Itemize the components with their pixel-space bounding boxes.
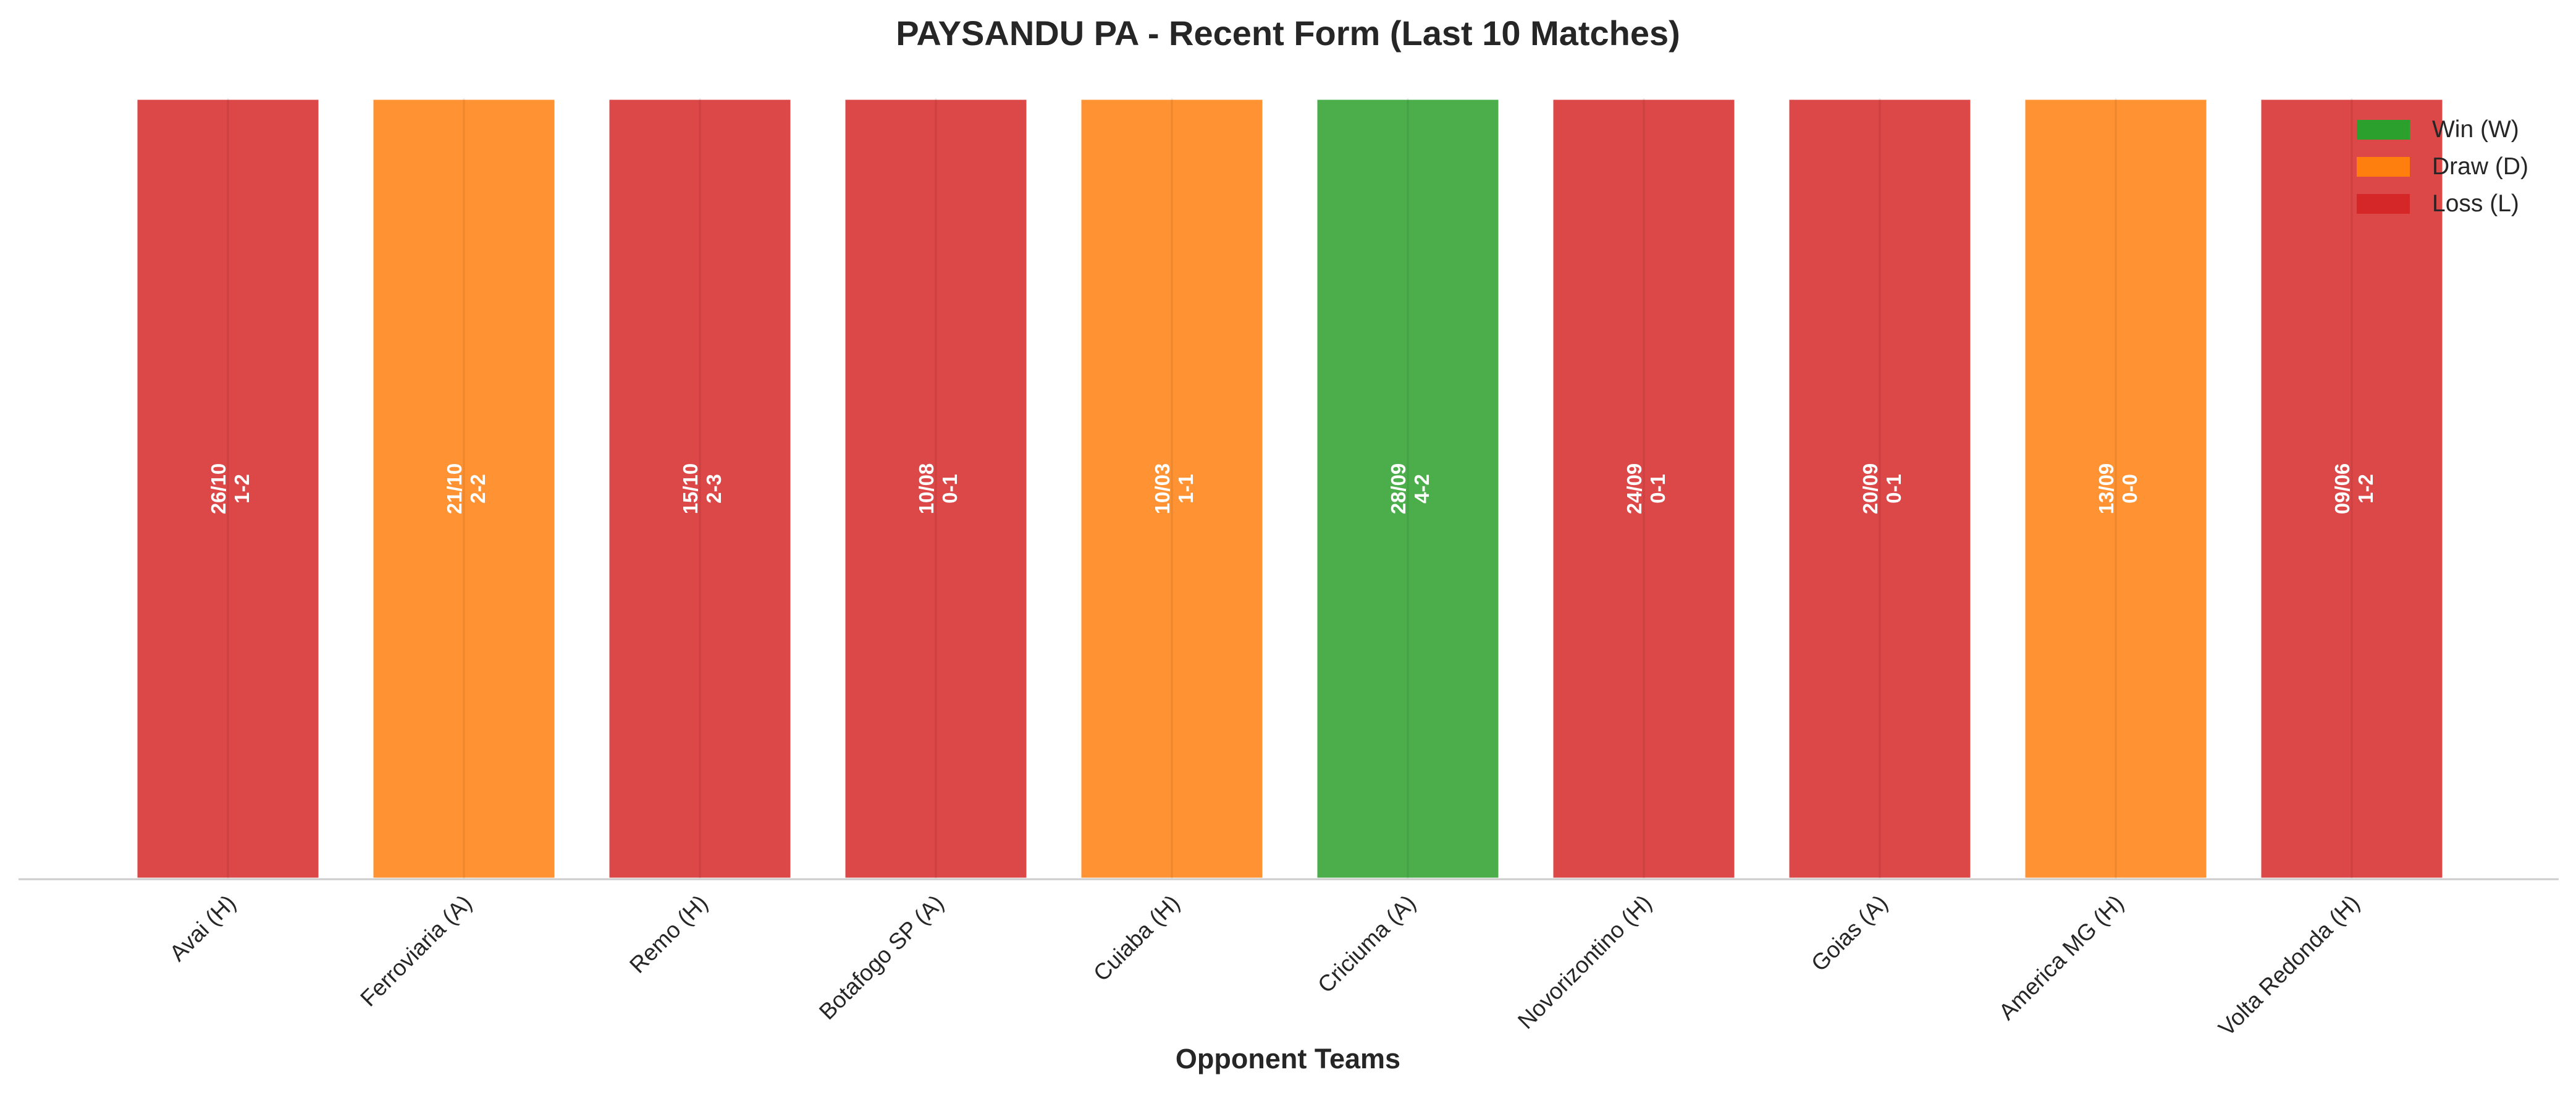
bar-label-6: 28/094-2 — [1387, 463, 1433, 515]
bar-date-6: 28/09 — [1387, 463, 1410, 515]
bar-label-5: 10/031-1 — [1151, 463, 1197, 515]
x-tick-label-9: America MG (H) — [1994, 890, 2129, 1025]
bar-date-5: 10/03 — [1151, 463, 1174, 515]
bar-score-9: 0-0 — [2118, 474, 2141, 504]
bar-date-10: 09/06 — [2331, 463, 2354, 515]
bar-9 — [2022, 96, 2210, 881]
bar-date-1: 26/10 — [207, 463, 230, 515]
bar-score-4: 0-1 — [938, 474, 961, 504]
bar-1 — [134, 96, 322, 881]
bar-score-5: 1-1 — [1174, 474, 1197, 504]
bar-4 — [842, 96, 1030, 881]
bar-label-2: 21/102-2 — [443, 463, 489, 515]
bar-3 — [606, 96, 794, 881]
bar-score-2: 2-2 — [466, 474, 489, 504]
bar-score-1: 1-2 — [230, 474, 253, 504]
x-tick-label-5: Cuiaba (H) — [1088, 890, 1184, 986]
legend-label-loss: Loss (L) — [2432, 190, 2519, 217]
bar-label-10: 09/061-2 — [2331, 463, 2377, 515]
legend-label-draw: Draw (D) — [2432, 153, 2528, 180]
bar-label-3: 15/102-3 — [679, 463, 725, 515]
bar-date-2: 21/10 — [443, 463, 466, 515]
bar-label-7: 24/090-1 — [1623, 463, 1669, 515]
bar-2 — [370, 96, 558, 881]
x-tick-label-1: Avai (H) — [165, 890, 241, 966]
legend-swatch-win — [2357, 120, 2410, 140]
bar-score-3: 2-3 — [702, 474, 725, 504]
bar-10 — [2258, 96, 2446, 881]
bar-label-4: 10/080-1 — [915, 463, 961, 515]
bar-date-3: 15/10 — [679, 463, 702, 515]
x-tick-label-3: Remo (H) — [625, 890, 712, 978]
bar-score-7: 0-1 — [1646, 474, 1669, 504]
bar-date-7: 24/09 — [1623, 463, 1646, 515]
bar-date-8: 20/09 — [1859, 463, 1882, 515]
bar-date-4: 10/08 — [915, 463, 938, 515]
bar-5 — [1078, 96, 1266, 881]
x-tick-label-6: Criciuma (A) — [1313, 890, 1420, 998]
x-tick-label-7: Novorizontino (H) — [1513, 890, 1657, 1034]
bar-label-1: 26/101-2 — [207, 463, 253, 515]
bar-7 — [1550, 96, 1738, 881]
legend-swatch-loss — [2357, 194, 2410, 214]
x-tick-label-8: Goias (A) — [1806, 890, 1892, 976]
x-axis-title: Opponent Teams — [1175, 1043, 1401, 1074]
x-tick-label-10: Volta Redonda (H) — [2213, 890, 2364, 1041]
bar-6 — [1314, 96, 1502, 881]
bar-date-9: 13/09 — [2095, 463, 2118, 515]
bar-8 — [1786, 96, 1974, 881]
bar-score-6: 4-2 — [1410, 474, 1433, 504]
bar-label-8: 20/090-1 — [1859, 463, 1905, 515]
bar-score-8: 0-1 — [1882, 474, 1905, 504]
x-tick-label-2: Ferroviaria (A) — [355, 890, 476, 1011]
bar-score-10: 1-2 — [2354, 474, 2377, 504]
x-tick-label-4: Botafogo SP (A) — [814, 890, 949, 1025]
legend-label-win: Win (W) — [2432, 116, 2519, 143]
legend-swatch-draw — [2357, 157, 2410, 177]
chart-title: PAYSANDU PA - Recent Form (Last 10 Match… — [896, 14, 1680, 53]
bar-label-9: 13/090-0 — [2095, 463, 2141, 515]
